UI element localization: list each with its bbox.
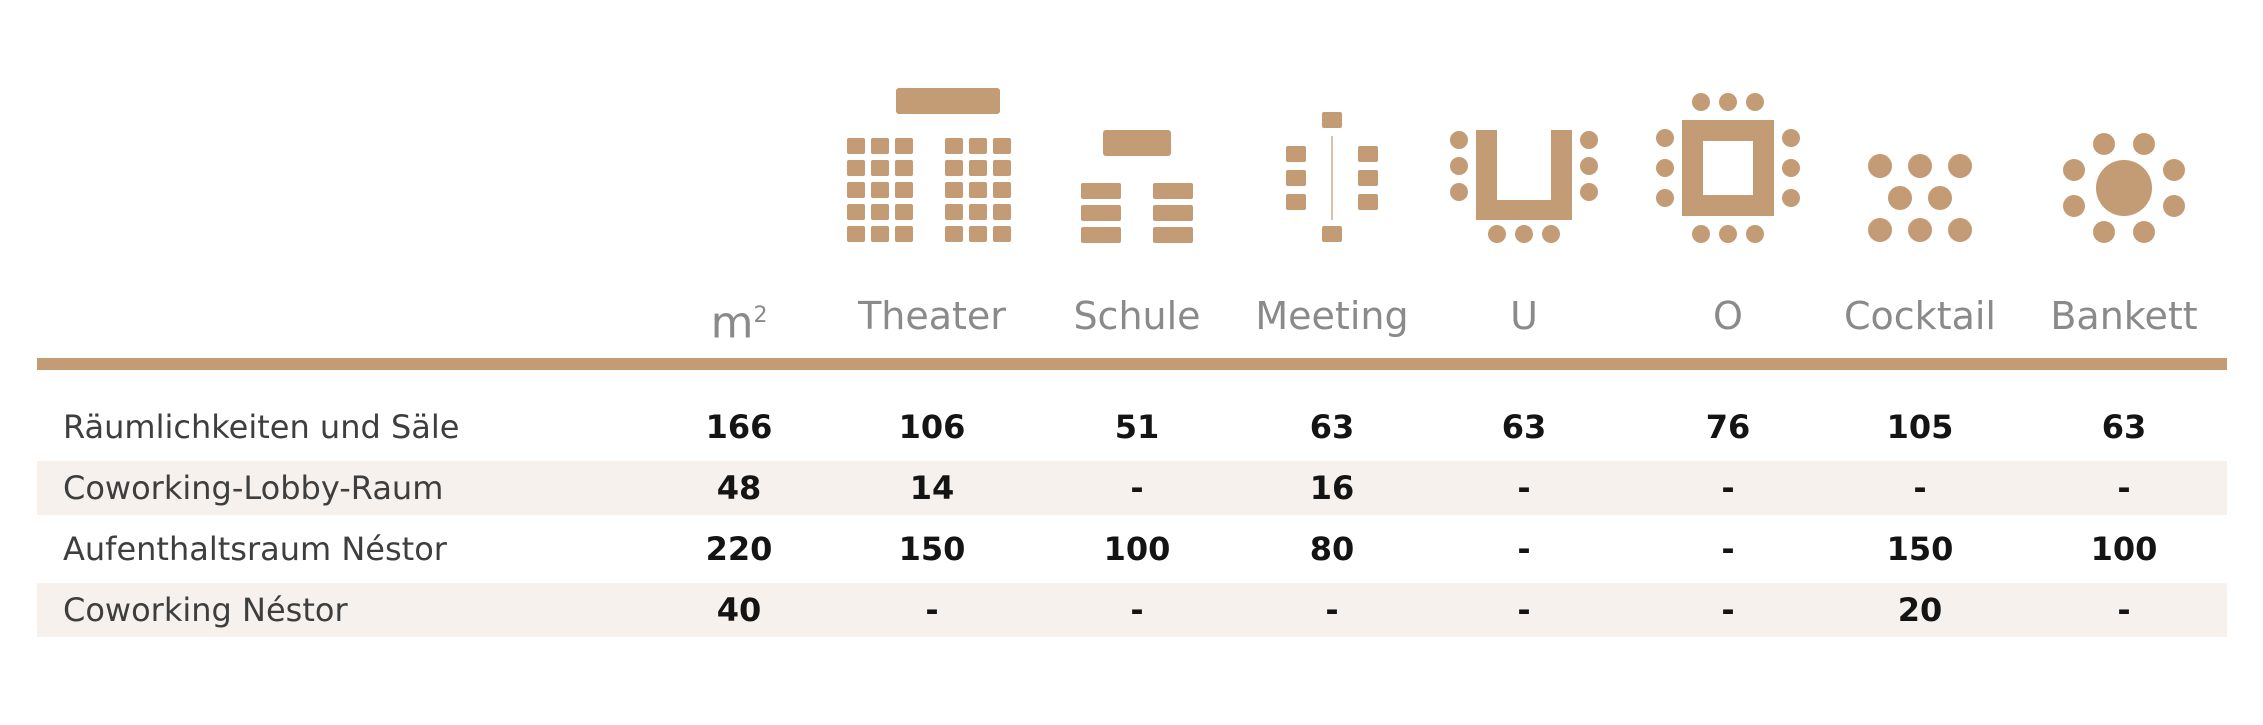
table-cell: 63: [2101, 408, 2147, 446]
u-shape-layout-icon: [1449, 88, 1599, 248]
table-cell: -: [1517, 591, 1531, 629]
table-cell: 100: [2090, 530, 2158, 568]
table-cell: -: [1721, 469, 1735, 507]
table-cell: -: [1517, 469, 1531, 507]
table-cell: 106: [898, 408, 966, 446]
table-cell: -: [1130, 591, 1144, 629]
table-cell: -: [1721, 591, 1735, 629]
table-cell: 63: [1501, 408, 1547, 446]
table-cell: 63: [1309, 408, 1355, 446]
table-cell: 51: [1114, 408, 1160, 446]
table-cell: 150: [898, 530, 966, 568]
table-cell: -: [1325, 591, 1339, 629]
theater-layout-icon: [847, 88, 1017, 248]
layout-icons-row: [0, 88, 2263, 248]
table-cell: -: [2117, 469, 2131, 507]
table-row: Aufenthaltsraum Néstor 220 150 100 80 - …: [37, 522, 2227, 576]
header-divider: [37, 358, 2227, 370]
column-header-u: U: [1510, 294, 1538, 338]
meeting-layout-icon: [1284, 88, 1380, 248]
table-row: Räumlichkeiten und Säle 166 106 51 63 63…: [37, 400, 2227, 454]
table-cell: 220: [705, 530, 773, 568]
banquet-layout-icon: [2062, 88, 2186, 248]
row-label: Räumlichkeiten und Säle: [63, 408, 460, 446]
table-cell: -: [1517, 530, 1531, 568]
table-cell: -: [1130, 469, 1144, 507]
table-cell: -: [2117, 591, 2131, 629]
table-cell: 16: [1309, 469, 1355, 507]
column-header-o: O: [1713, 294, 1743, 338]
table-cell: -: [925, 591, 939, 629]
row-label: Coworking Néstor: [63, 591, 348, 629]
table-row: Coworking-Lobby-Raum 48 14 - 16 - - - -: [37, 461, 2227, 515]
table-cell: 40: [716, 591, 762, 629]
column-header-bankett: Bankett: [2050, 294, 2198, 338]
table-cell: 105: [1886, 408, 1954, 446]
column-header-m2: m2: [710, 297, 768, 349]
table-cell: 80: [1309, 530, 1355, 568]
classroom-layout-icon: [1081, 88, 1193, 248]
column-header-meeting: Meeting: [1255, 294, 1409, 338]
table-cell: 150: [1886, 530, 1954, 568]
o-shape-layout-icon: [1655, 88, 1801, 248]
row-label: Aufenthaltsraum Néstor: [63, 530, 447, 568]
table-cell: 76: [1705, 408, 1751, 446]
cocktail-layout-icon: [1866, 88, 1974, 248]
column-header-theater: Theater: [858, 294, 1006, 338]
table-row: Coworking Néstor 40 - - - - - 20 -: [37, 583, 2227, 637]
column-header-cocktail: Cocktail: [1844, 294, 1996, 338]
table-cell: 100: [1103, 530, 1171, 568]
table-cell: 166: [705, 408, 773, 446]
table-cell: 48: [716, 469, 762, 507]
row-label: Coworking-Lobby-Raum: [63, 469, 444, 507]
column-header-schule: Schule: [1073, 294, 1201, 338]
column-header-row: m2 Theater Schule Meeting U O Cocktail B…: [0, 288, 2263, 349]
table-cell: 20: [1897, 591, 1943, 629]
table-cell: -: [1913, 469, 1927, 507]
table-cell: 14: [909, 469, 955, 507]
table-cell: -: [1721, 530, 1735, 568]
